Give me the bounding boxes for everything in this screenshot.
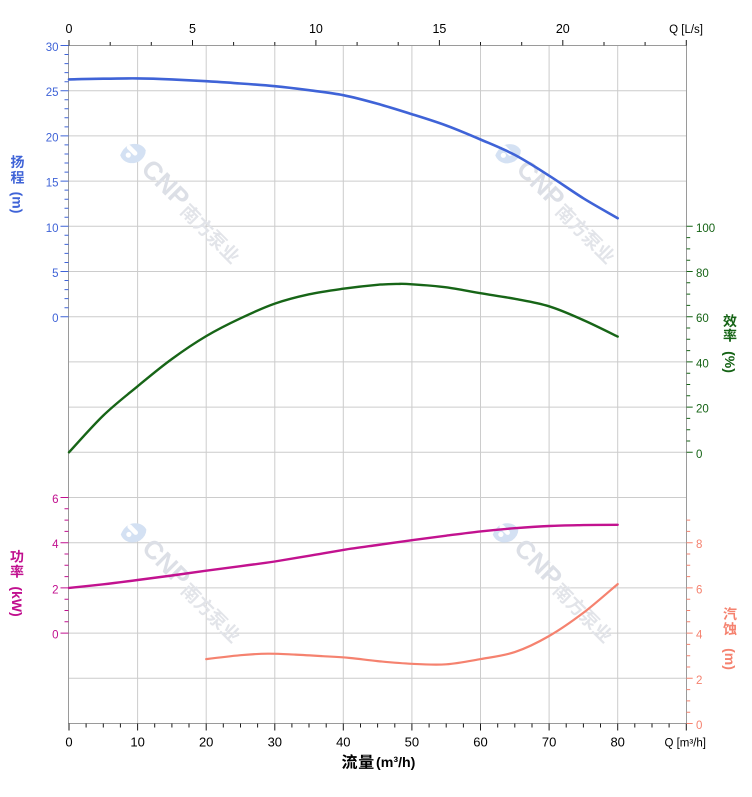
svg-text:25: 25 xyxy=(46,87,59,99)
svg-text:40: 40 xyxy=(696,358,709,370)
svg-text:20: 20 xyxy=(556,22,570,36)
svg-text:40: 40 xyxy=(336,735,350,750)
svg-text:2: 2 xyxy=(696,675,702,687)
svg-text:60: 60 xyxy=(696,313,709,325)
svg-text:60: 60 xyxy=(473,735,487,750)
svg-text:15: 15 xyxy=(46,178,59,190)
svg-text:30: 30 xyxy=(46,42,59,54)
svg-text:15: 15 xyxy=(432,22,446,36)
svg-text:0: 0 xyxy=(52,313,58,325)
svg-text:10: 10 xyxy=(309,22,323,36)
svg-text:4: 4 xyxy=(696,630,703,642)
svg-text:70: 70 xyxy=(542,735,556,750)
svg-text:0: 0 xyxy=(66,22,73,36)
svg-text:0: 0 xyxy=(52,630,58,642)
svg-text:(%): (%) xyxy=(722,351,738,373)
svg-text:6: 6 xyxy=(696,584,702,596)
svg-text:CNP: CNP xyxy=(136,533,196,593)
svg-text:0: 0 xyxy=(696,720,702,732)
svg-text:5: 5 xyxy=(52,268,58,280)
svg-text:4: 4 xyxy=(52,539,59,551)
svg-text:6: 6 xyxy=(52,494,58,506)
svg-text:80: 80 xyxy=(696,268,709,280)
svg-text:10: 10 xyxy=(46,223,59,235)
svg-text:(m³/h): (m³/h) xyxy=(376,755,416,771)
svg-text:(m): (m) xyxy=(722,648,738,670)
svg-text:Q [L/s]: Q [L/s] xyxy=(669,24,703,36)
svg-text:50: 50 xyxy=(405,735,419,750)
svg-text:2: 2 xyxy=(52,584,58,596)
svg-text:100: 100 xyxy=(696,223,715,235)
svg-text:10: 10 xyxy=(130,735,144,750)
svg-text:CNP: CNP xyxy=(508,533,568,593)
svg-text:(m): (m) xyxy=(10,192,26,214)
svg-text:20: 20 xyxy=(199,735,213,750)
svg-text:30: 30 xyxy=(268,735,282,750)
svg-text:0: 0 xyxy=(696,449,702,461)
svg-text:20: 20 xyxy=(46,132,59,144)
svg-text:8: 8 xyxy=(696,539,702,551)
svg-text:0: 0 xyxy=(65,735,72,750)
svg-text:80: 80 xyxy=(610,735,624,750)
svg-text:CNP: CNP xyxy=(136,153,196,213)
svg-text:Q [m³/h]: Q [m³/h] xyxy=(664,738,706,750)
svg-text:(kW): (kW) xyxy=(9,586,25,616)
svg-text:20: 20 xyxy=(696,404,709,416)
svg-text:5: 5 xyxy=(189,22,196,36)
